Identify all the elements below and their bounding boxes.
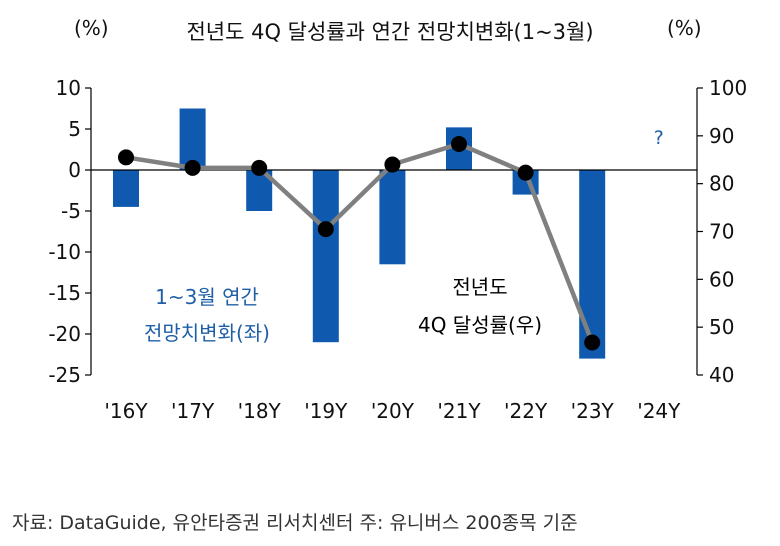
bar	[113, 170, 139, 207]
line-point	[451, 135, 467, 152]
x-tick-label: '23Y	[571, 399, 615, 423]
chart-title: 전년도 4Q 달성률과 연간 전망치변화(1~3월)	[186, 20, 594, 44]
annotation-line-label: 4Q 달성률(우)	[418, 313, 542, 337]
line-point	[184, 159, 201, 176]
series-line	[125, 141, 595, 344]
bar	[579, 170, 606, 359]
line-point	[118, 149, 134, 166]
left-tick-label: 0	[68, 158, 81, 182]
line-point	[517, 164, 534, 181]
annotation-line-label: 전년도	[452, 275, 507, 299]
annotation-question: ?	[654, 127, 664, 149]
bar	[312, 170, 339, 343]
left-tick-label: -15	[48, 281, 81, 305]
x-tick-label: '21Y	[437, 399, 481, 423]
left-tick-label: 10	[56, 76, 81, 100]
annotation-bar-label: 1~3월 연간	[155, 285, 259, 309]
right-tick-label: 90	[709, 124, 734, 148]
x-tick-label: '22Y	[504, 399, 548, 423]
line-point	[584, 334, 601, 351]
left-tick-label: -10	[48, 240, 81, 264]
line-point	[251, 159, 268, 176]
x-tick-label: '19Y	[304, 399, 348, 423]
left-tick-label: -25	[48, 363, 81, 387]
right-tick-label: 50	[709, 315, 734, 339]
right-tick-label: 70	[709, 220, 734, 244]
annotation-bar-label: 전망치변화(좌)	[144, 321, 270, 345]
left-tick-label: -20	[48, 322, 81, 346]
bar	[379, 170, 406, 265]
left-axis-unit: (%)	[74, 16, 109, 40]
line-point	[317, 221, 334, 238]
x-tick-label: '24Y	[637, 399, 681, 423]
left-tick-label: -5	[61, 199, 81, 223]
left-tick-label: 5	[68, 117, 81, 141]
x-tick-label: '17Y	[171, 399, 215, 423]
line-point	[384, 156, 401, 173]
right-tick-label: 100	[709, 76, 747, 100]
x-tick-label: '20Y	[371, 399, 415, 423]
right-tick-label: 80	[709, 172, 734, 196]
bar	[179, 108, 206, 170]
x-tick-label: '18Y	[238, 399, 282, 423]
right-axis-unit: (%)	[667, 16, 702, 40]
right-tick-label: 40	[709, 363, 734, 387]
source-note: 자료: DataGuide, 유안타증권 리서치센터 주: 유니버스 200종목…	[12, 512, 578, 534]
right-tick-label: 60	[709, 267, 734, 291]
x-tick-label: '16Y	[104, 399, 148, 423]
